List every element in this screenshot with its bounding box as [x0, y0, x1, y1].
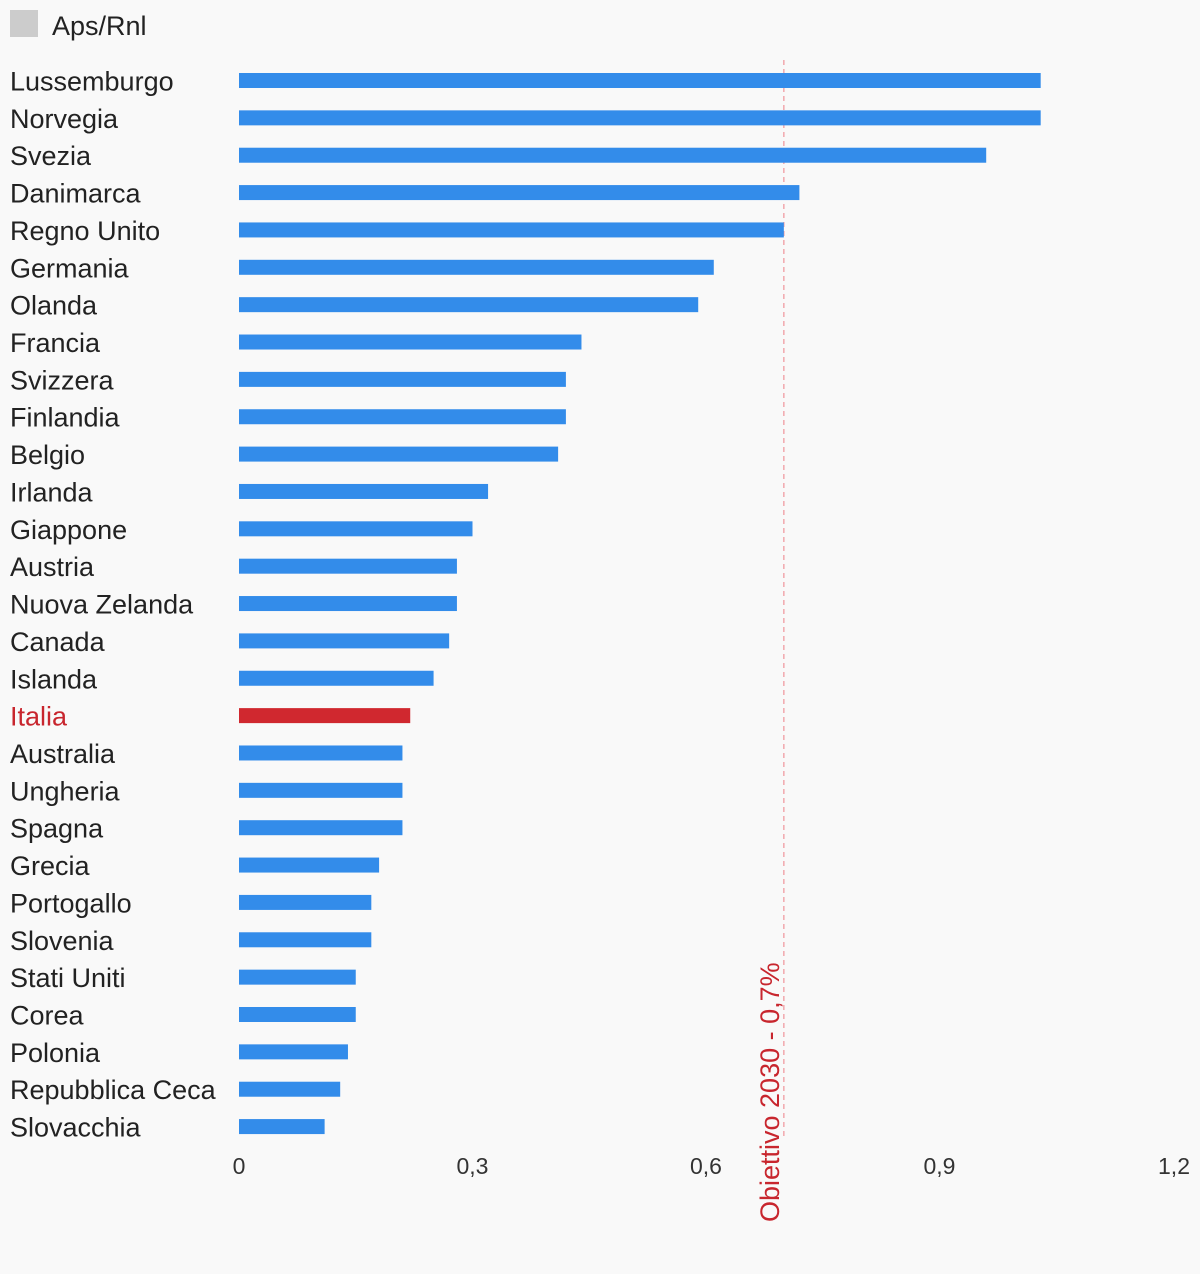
- category-label-svizzera: Svizzera: [10, 365, 115, 395]
- category-label-francia: Francia: [10, 328, 101, 358]
- bar-corea: [239, 1007, 356, 1022]
- bar-francia: [239, 334, 582, 350]
- bar-danimarca: [239, 185, 800, 201]
- category-label-regno-unito: Regno Unito: [10, 216, 160, 246]
- x-axis-ticks: 0 0,3 0,6 0,9 1,2: [233, 1153, 1190, 1179]
- reference-line-label: Obiettivo 2030 - 0,7%: [755, 962, 785, 1222]
- x-tick-label: 0,3: [457, 1153, 489, 1179]
- bars-group: [239, 73, 1041, 1135]
- category-label-stati-uniti: Stati Uniti: [10, 963, 126, 993]
- bar-slovacchia: [239, 1119, 325, 1135]
- category-label-spagna: Spagna: [10, 814, 104, 844]
- category-labels: Lussemburgo Norvegia Svezia Danimarca Regno …: [10, 67, 217, 1143]
- category-label-austria: Austria: [10, 552, 95, 582]
- bar-belgio: [239, 446, 559, 462]
- category-label-repubblica-ceca: Repubblica Ceca: [10, 1075, 217, 1105]
- legend: Aps/Rnl: [10, 10, 147, 41]
- bar-portogallo: [239, 894, 372, 910]
- bar-islanda: [239, 670, 434, 686]
- bar-australia: [239, 745, 403, 761]
- x-tick-label: 0,9: [924, 1153, 956, 1179]
- bar-finlandia: [239, 409, 566, 425]
- category-label-norvegia: Norvegia: [10, 104, 119, 134]
- category-label-lussemburgo: Lussemburgo: [10, 67, 174, 97]
- category-label-svezia: Svezia: [10, 141, 92, 171]
- bar-olanda: [239, 297, 699, 313]
- bar-austria: [239, 558, 457, 574]
- bar-spagna: [239, 820, 403, 836]
- x-tick-label: 0: [233, 1153, 246, 1179]
- bar-regno-unito: [239, 222, 784, 238]
- category-label-nuova-zelanda: Nuova Zelanda: [10, 590, 194, 620]
- category-label-belgio: Belgio: [10, 440, 85, 470]
- bar-repubblica-ceca: [239, 1081, 341, 1097]
- bar-giappone: [239, 521, 473, 537]
- bar-germania: [239, 259, 714, 275]
- category-label-slovenia: Slovenia: [10, 926, 115, 956]
- category-label-australia: Australia: [10, 739, 116, 769]
- bar-ungheria: [239, 782, 403, 798]
- reference-line-group: Obiettivo 2030 - 0,7%: [755, 60, 785, 1222]
- bar-polonia: [239, 1044, 348, 1060]
- bar-grecia: [239, 857, 380, 873]
- category-label-finlandia: Finlandia: [10, 403, 121, 433]
- bar-irlanda: [239, 483, 489, 499]
- category-label-germania: Germania: [10, 253, 130, 283]
- x-tick-label: 0,6: [690, 1153, 722, 1179]
- category-label-corea: Corea: [10, 1001, 85, 1031]
- category-label-giappone: Giappone: [10, 515, 127, 545]
- bar-lussemburgo: [239, 73, 1041, 88]
- bar-slovenia: [239, 932, 372, 948]
- bar-svezia: [239, 147, 987, 163]
- category-label-irlanda: Irlanda: [10, 477, 94, 507]
- category-label-ungheria: Ungheria: [10, 776, 121, 806]
- x-tick-label: 1,2: [1158, 1153, 1190, 1179]
- bar-svizzera: [239, 371, 566, 387]
- legend-label: Aps/Rnl: [52, 11, 147, 41]
- bar-norvegia: [239, 110, 1041, 126]
- bar-nuova-zelanda: [239, 596, 457, 612]
- category-label-olanda: Olanda: [10, 291, 98, 321]
- category-label-polonia: Polonia: [10, 1038, 101, 1068]
- category-label-danimarca: Danimarca: [10, 179, 142, 209]
- category-label-italia: Italia: [10, 702, 68, 732]
- category-label-islanda: Islanda: [10, 664, 98, 694]
- category-label-canada: Canada: [10, 627, 106, 657]
- bar-italia: [239, 708, 411, 724]
- bar-stati-uniti: [239, 969, 356, 985]
- category-label-grecia: Grecia: [10, 851, 91, 881]
- category-label-slovacchia: Slovacchia: [10, 1113, 142, 1143]
- category-label-portogallo: Portogallo: [10, 888, 132, 918]
- bar-canada: [239, 633, 450, 649]
- legend-swatch: [10, 10, 38, 37]
